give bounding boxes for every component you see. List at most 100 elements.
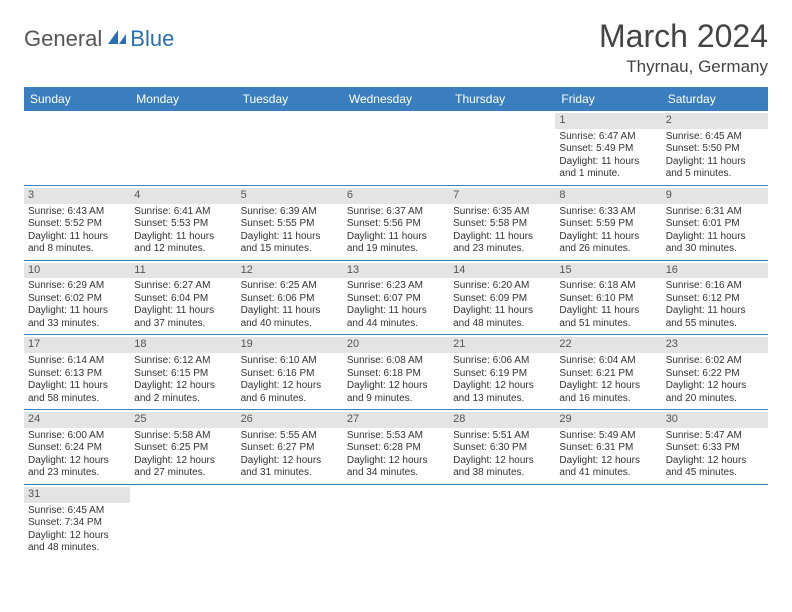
sunrise-text: Sunrise: 6:06 AM	[453, 355, 551, 368]
day-number: 13	[343, 263, 449, 279]
daylight-text: Daylight: 11 hours and 40 minutes.	[241, 305, 339, 330]
empty-cell	[130, 485, 236, 559]
daylight-text: Daylight: 11 hours and 51 minutes.	[559, 305, 657, 330]
calendar: SundayMondayTuesdayWednesdayThursdayFrid…	[24, 87, 768, 559]
sunset-text: Sunset: 6:02 PM	[28, 293, 126, 306]
day-cell: 11Sunrise: 6:27 AMSunset: 6:04 PMDayligh…	[130, 261, 236, 335]
sunset-text: Sunset: 5:59 PM	[559, 218, 657, 231]
sunset-text: Sunset: 6:07 PM	[347, 293, 445, 306]
day-number: 2	[662, 113, 768, 129]
day-cell: 2Sunrise: 6:45 AMSunset: 5:50 PMDaylight…	[662, 111, 768, 185]
month-title: March 2024	[599, 18, 768, 55]
day-cell: 21Sunrise: 6:06 AMSunset: 6:19 PMDayligh…	[449, 335, 555, 409]
day-cell: 4Sunrise: 6:41 AMSunset: 5:53 PMDaylight…	[130, 186, 236, 260]
day-cell: 30 Sunrise: 5:47 AMSunset: 6:33 PMDayligh…	[662, 410, 768, 484]
sunrise-text: Sunrise: 6:12 AM	[134, 355, 232, 368]
sunrise-text: Sunrise: 6:33 AM	[559, 206, 657, 219]
sunset-text: Sunset: 6:21 PM	[559, 368, 657, 381]
day-header-thursday: Thursday	[449, 87, 555, 111]
daylight-text: Daylight: 11 hours and 1 minute.	[559, 156, 657, 181]
sunrise-text: Sunrise: 5:53 AM	[347, 430, 445, 443]
day-cell: 20Sunrise: 6:08 AMSunset: 6:18 PMDayligh…	[343, 335, 449, 409]
daylight-text: Daylight: 12 hours and 20 minutes.	[666, 380, 764, 405]
day-cell: 23Sunrise: 6:02 AMSunset: 6:22 PMDayligh…	[662, 335, 768, 409]
day-number: 11	[130, 263, 236, 279]
sunrise-text: Sunrise: 6:23 AM	[347, 280, 445, 293]
day-header-friday: Friday	[555, 87, 661, 111]
day-header-sunday: Sunday	[24, 87, 130, 111]
daylight-text: Daylight: 11 hours and 30 minutes.	[666, 231, 764, 256]
day-cell: 10Sunrise: 6:29 AMSunset: 6:02 PMDayligh…	[24, 261, 130, 335]
day-number: 18	[130, 337, 236, 353]
week-row: 17Sunrise: 6:14 AMSunset: 6:13 PMDayligh…	[24, 335, 768, 410]
day-header-saturday: Saturday	[662, 87, 768, 111]
empty-cell	[237, 111, 343, 185]
sunrise-text: Sunrise: 6:35 AM	[453, 206, 551, 219]
daylight-text: Daylight: 11 hours and 15 minutes.	[241, 231, 339, 256]
sunrise-text: Sunrise: 6:08 AM	[347, 355, 445, 368]
day-number: 25	[130, 412, 236, 428]
daylight-text: Daylight: 12 hours and 34 minutes.	[347, 455, 445, 480]
sunset-text: Sunset: 5:55 PM	[241, 218, 339, 231]
sunrise-text: Sunrise: 6:39 AM	[241, 206, 339, 219]
daylight-text: Daylight: 11 hours and 48 minutes.	[453, 305, 551, 330]
day-number: 17	[24, 337, 130, 353]
day-cell: 22Sunrise: 6:04 AMSunset: 6:21 PMDayligh…	[555, 335, 661, 409]
sunrise-text: Sunrise: 6:47 AM	[559, 131, 657, 144]
logo-text-blue: Blue	[130, 26, 174, 52]
empty-cell	[449, 485, 555, 559]
sunset-text: Sunset: 6:31 PM	[559, 442, 657, 455]
sunset-text: Sunset: 6:12 PM	[666, 293, 764, 306]
sunset-text: Sunset: 6:30 PM	[453, 442, 551, 455]
daylight-text: Daylight: 12 hours and 45 minutes.	[666, 455, 764, 480]
sunrise-text: Sunrise: 6:18 AM	[559, 280, 657, 293]
title-block: March 2024 Thyrnau, Germany	[599, 18, 768, 77]
sunset-text: Sunset: 6:04 PM	[134, 293, 232, 306]
day-number: 22	[555, 337, 661, 353]
day-number: 21	[449, 337, 555, 353]
day-number: 9	[662, 188, 768, 204]
sunrise-text: Sunrise: 5:58 AM	[134, 430, 232, 443]
sunrise-text: Sunrise: 6:37 AM	[347, 206, 445, 219]
day-cell: 24Sunrise: 6:00 AMSunset: 6:24 PMDayligh…	[24, 410, 130, 484]
daylight-text: Daylight: 11 hours and 58 minutes.	[28, 380, 126, 405]
day-number: 10	[24, 263, 130, 279]
sunrise-text: Sunrise: 5:49 AM	[559, 430, 657, 443]
logo-text-general: General	[24, 26, 102, 52]
daylight-text: Daylight: 12 hours and 27 minutes.	[134, 455, 232, 480]
sunset-text: Sunset: 5:56 PM	[347, 218, 445, 231]
sunrise-text: Sunrise: 6:02 AM	[666, 355, 764, 368]
sunset-text: Sunset: 5:50 PM	[666, 143, 764, 156]
empty-cell	[662, 485, 768, 559]
daylight-text: Daylight: 11 hours and 23 minutes.	[453, 231, 551, 256]
day-number: 28	[449, 412, 555, 428]
empty-cell	[24, 111, 130, 185]
sunrise-text: Sunrise: 6:10 AM	[241, 355, 339, 368]
location: Thyrnau, Germany	[599, 57, 768, 77]
day-cell: 19Sunrise: 6:10 AMSunset: 6:16 PMDayligh…	[237, 335, 343, 409]
sunset-text: Sunset: 6:16 PM	[241, 368, 339, 381]
sunset-text: Sunset: 6:25 PM	[134, 442, 232, 455]
header: General Blue March 2024 Thyrnau, Germany	[24, 18, 768, 77]
day-number: 30	[662, 412, 768, 428]
daylight-text: Daylight: 11 hours and 26 minutes.	[559, 231, 657, 256]
sunset-text: Sunset: 5:49 PM	[559, 143, 657, 156]
day-cell: 26Sunrise: 5:55 AMSunset: 6:27 PMDayligh…	[237, 410, 343, 484]
sunset-text: Sunset: 6:33 PM	[666, 442, 764, 455]
day-number: 1	[555, 113, 661, 129]
sunset-text: Sunset: 6:15 PM	[134, 368, 232, 381]
day-cell: 7Sunrise: 6:35 AMSunset: 5:58 PMDaylight…	[449, 186, 555, 260]
daylight-text: Daylight: 12 hours and 23 minutes.	[28, 455, 126, 480]
day-header-wednesday: Wednesday	[343, 87, 449, 111]
sunrise-text: Sunrise: 5:47 AM	[666, 430, 764, 443]
sunrise-text: Sunrise: 6:00 AM	[28, 430, 126, 443]
daylight-text: Daylight: 11 hours and 44 minutes.	[347, 305, 445, 330]
daylight-text: Daylight: 12 hours and 9 minutes.	[347, 380, 445, 405]
logo: General Blue	[24, 26, 174, 52]
sunset-text: Sunset: 6:06 PM	[241, 293, 339, 306]
empty-cell	[343, 485, 449, 559]
day-number: 31	[24, 487, 130, 503]
sunrise-text: Sunrise: 6:04 AM	[559, 355, 657, 368]
day-cell: 31Sunrise: 6:45 AMSunset: 7:34 PMDayligh…	[24, 485, 130, 559]
day-cell: 1 Sunrise: 6:47 AMSunset: 5:49 PMDaylight…	[555, 111, 661, 185]
